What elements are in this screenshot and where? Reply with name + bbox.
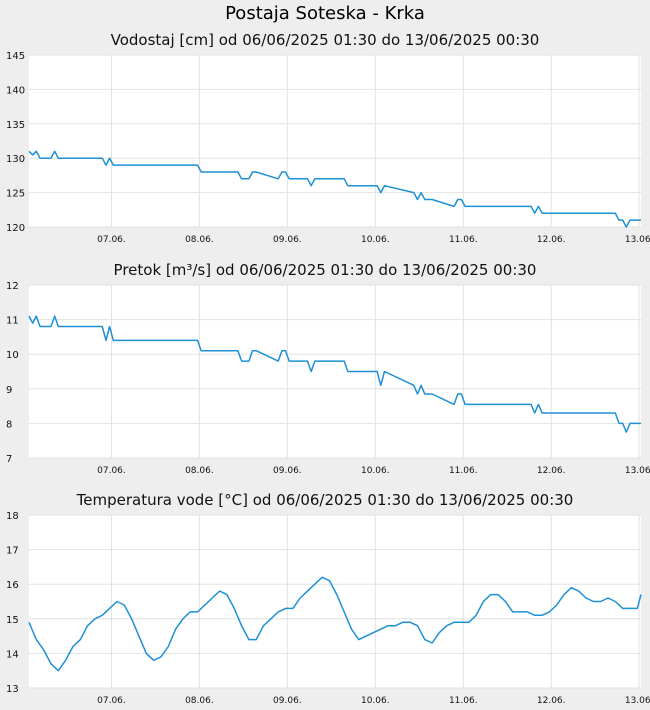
x-tick-label: 13.06. bbox=[625, 696, 650, 706]
x-tick-label: 07.06. bbox=[97, 235, 126, 245]
y-tick-label: 17 bbox=[6, 546, 19, 557]
x-tick-label: 08.06. bbox=[185, 466, 214, 476]
plot-area bbox=[29, 515, 641, 688]
x-tick-label: 13.06. bbox=[625, 235, 650, 245]
chart-title: Temperatura vode [°C] od 06/06/2025 01:3… bbox=[76, 491, 574, 509]
y-tick-label: 12 bbox=[6, 281, 19, 292]
x-tick-label: 11.06. bbox=[449, 696, 478, 706]
x-tick-label: 09.06. bbox=[273, 235, 302, 245]
y-tick-label: 16 bbox=[6, 580, 19, 591]
x-tick-label: 09.06. bbox=[273, 466, 302, 476]
x-tick-label: 07.06. bbox=[97, 466, 126, 476]
x-tick-label: 13.06. bbox=[625, 466, 650, 476]
series-line bbox=[28, 150, 641, 228]
x-tick-label: 10.06. bbox=[361, 466, 390, 476]
x-tick-label: 12.06. bbox=[537, 466, 566, 476]
plot-area bbox=[29, 55, 641, 227]
y-tick-label: 10 bbox=[6, 350, 19, 361]
series-line bbox=[28, 315, 641, 433]
chart-2: Pretok [m³/s] od 06/06/2025 01:30 do 13/… bbox=[6, 261, 650, 476]
chart-title: Pretok [m³/s] od 06/06/2025 01:30 do 13/… bbox=[114, 261, 537, 279]
y-tick-label: 125 bbox=[6, 189, 25, 200]
y-tick-label: 130 bbox=[6, 154, 25, 165]
y-tick-label: 14 bbox=[6, 649, 19, 660]
x-tick-label: 10.06. bbox=[361, 696, 390, 706]
x-tick-label: 12.06. bbox=[537, 235, 566, 245]
x-tick-label: 12.06. bbox=[537, 696, 566, 706]
y-tick-label: 135 bbox=[6, 120, 25, 131]
y-tick-label: 145 bbox=[6, 51, 25, 62]
y-tick-label: 7 bbox=[6, 454, 12, 465]
x-tick-label: 08.06. bbox=[185, 235, 214, 245]
chart-1: Vodostaj [cm] od 06/06/2025 01:30 do 13/… bbox=[6, 31, 650, 245]
y-tick-label: 18 bbox=[6, 511, 19, 522]
series-line bbox=[28, 576, 642, 672]
chart-title: Vodostaj [cm] od 06/06/2025 01:30 do 13/… bbox=[111, 31, 540, 49]
x-tick-label: 08.06. bbox=[185, 696, 214, 706]
y-tick-label: 8 bbox=[6, 419, 12, 430]
page-title: Postaja Soteska - Krka bbox=[225, 3, 425, 24]
y-tick-label: 9 bbox=[6, 385, 12, 396]
plot-area bbox=[29, 285, 641, 458]
x-tick-label: 11.06. bbox=[449, 466, 478, 476]
y-tick-label: 140 bbox=[6, 85, 25, 96]
x-tick-label: 10.06. bbox=[361, 235, 390, 245]
y-tick-label: 11 bbox=[6, 316, 19, 327]
x-tick-label: 11.06. bbox=[449, 235, 478, 245]
y-tick-label: 13 bbox=[6, 684, 19, 695]
y-tick-label: 120 bbox=[6, 223, 25, 234]
x-tick-label: 07.06. bbox=[97, 696, 126, 706]
y-tick-label: 15 bbox=[6, 615, 19, 626]
x-tick-label: 09.06. bbox=[273, 696, 302, 706]
chart-3: Temperatura vode [°C] od 06/06/2025 01:3… bbox=[6, 491, 650, 706]
